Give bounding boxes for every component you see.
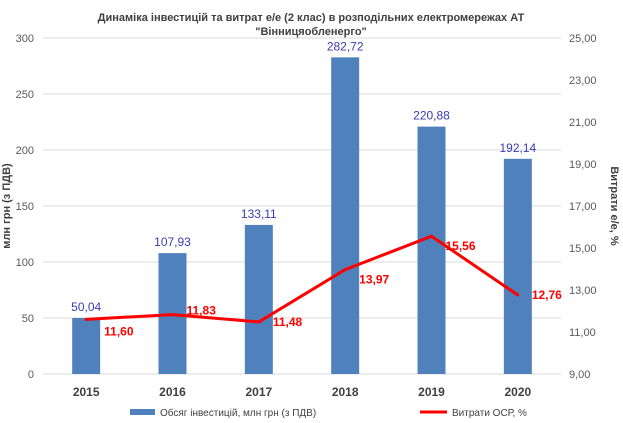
bar-data-label: 133,11 — [241, 207, 277, 221]
y2-tick-label: 21,00 — [569, 117, 597, 129]
y-tick-label: 150 — [16, 201, 34, 213]
y2-tick-label: 13,00 — [569, 285, 597, 297]
line-point — [257, 320, 261, 324]
bar-data-label: 50,04 — [71, 300, 101, 314]
bar-data-label: 220,88 — [413, 109, 450, 123]
line-point — [343, 268, 347, 272]
bar — [331, 57, 360, 374]
y-tick-label: 200 — [16, 145, 34, 157]
y-tick-label: 300 — [16, 33, 34, 45]
y-tick-label: 100 — [16, 257, 34, 269]
bar-data-label: 192,14 — [499, 141, 536, 155]
line-data-label: 11,60 — [104, 324, 134, 338]
y-axis-title: млн грн (з ПДВ) — [1, 163, 13, 249]
bar — [72, 317, 101, 374]
y-tick-label: 0 — [28, 369, 34, 381]
y2-tick-label: 25,00 — [569, 33, 597, 45]
line-data-label: 15,56 — [446, 239, 476, 253]
line-data-label: 11,83 — [187, 304, 217, 318]
y2-tick-label: 9,00 — [569, 369, 590, 381]
y2-tick-label: 11,00 — [569, 327, 596, 339]
y-tick-label: 50 — [22, 313, 34, 325]
x-tick-label: 2019 — [418, 385, 445, 399]
y2-tick-label: 23,00 — [569, 75, 597, 87]
bar — [417, 126, 446, 374]
x-tick-label: 2020 — [504, 385, 531, 399]
line-point — [171, 313, 174, 317]
line-series — [86, 234, 519, 324]
y2-axis-title: Витрати е/е, % — [608, 166, 620, 246]
y2-tick-label: 15,00 — [569, 243, 597, 255]
x-tick-label: 2018 — [332, 385, 359, 399]
line-data-label: 13,97 — [359, 273, 389, 287]
legend-label: Обсяг інвестицій, млн грн (з ПДВ) — [160, 407, 316, 419]
x-tick-label: 2017 — [245, 385, 272, 399]
y2-tick-label: 19,00 — [569, 159, 597, 171]
bar-data-label: 282,72 — [327, 39, 364, 53]
y2-tick-label: 17,00 — [569, 201, 597, 213]
line-point — [430, 234, 433, 238]
bar — [503, 158, 532, 374]
line-point — [84, 317, 88, 321]
chart-title: Динаміка інвестицій та витрат е/е (2 кла… — [98, 12, 525, 24]
x-tick-label: 2016 — [159, 385, 186, 399]
line-data-label: 11,48 — [273, 315, 303, 329]
line-data-label: 12,76 — [532, 288, 562, 302]
legend-label: Витрати ОСР, % — [452, 408, 527, 419]
x-tick-label: 2015 — [73, 385, 100, 399]
bar-data-label: 107,93 — [154, 235, 191, 249]
legend-swatch-bar — [130, 409, 155, 415]
y-tick-label: 250 — [16, 89, 34, 101]
chart-title: "Вінницяобленерго" — [255, 26, 367, 38]
bar — [244, 224, 273, 374]
line-point — [516, 293, 520, 297]
